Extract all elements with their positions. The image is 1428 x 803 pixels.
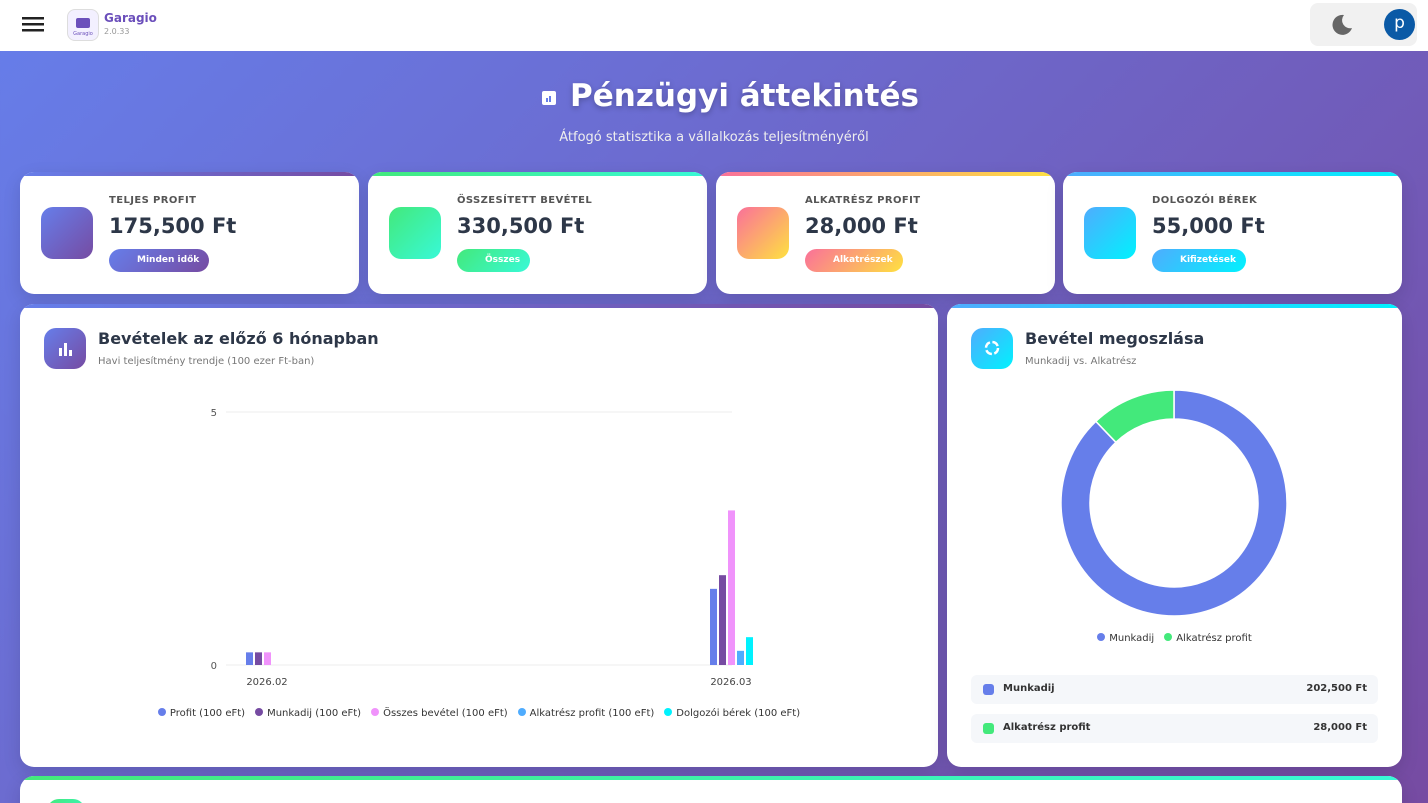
legend-label: Alkatrész profit (100 eFt) <box>529 708 655 719</box>
legend-swatch <box>255 708 264 716</box>
stat-icon <box>737 207 789 259</box>
panel-subtitle: Havi teljesítmény trendje (100 ezer Ft-b… <box>98 356 315 367</box>
pie-panel: Bevétel megoszlása Munkadij vs. Alkatrés… <box>947 304 1402 767</box>
theme-toggle[interactable] <box>1330 13 1354 37</box>
legend-item: Dolgozói bérek (100 eFt) <box>664 708 800 719</box>
legend-label: Alkatrész profit <box>1176 633 1252 644</box>
legend-item: Munkadij (100 eFt) <box>255 708 361 719</box>
legend-label: Munkadij <box>1109 633 1155 644</box>
card-accent <box>368 172 707 176</box>
bar <box>255 652 262 665</box>
x-tick-label: 2026.02 <box>246 677 287 688</box>
breakdown-row: Alkatrész profit 28,000 Ft <box>971 714 1378 743</box>
panel-subtitle: Munkadij vs. Alkatrész <box>1025 356 1137 367</box>
bar <box>728 510 735 665</box>
legend-swatch <box>371 708 380 716</box>
legend: Munkadij Alkatrész profit <box>947 633 1402 644</box>
stat-icon <box>389 207 441 259</box>
legend-label: Munkadij (100 eFt) <box>267 708 362 719</box>
stat-label: ALKATRÉSZ PROFIT <box>805 195 921 206</box>
stat-icon <box>41 207 93 259</box>
legend-item: Összes bevétel (100 eFt) <box>371 708 508 719</box>
stat-label: DOLGOZÓI BÉREK <box>1152 195 1258 206</box>
legend-item: Alkatrész profit (100 eFt) <box>517 708 655 719</box>
donut-slice <box>1094 389 1175 444</box>
stat-card: DOLGOZÓI BÉREK 55,000 Ft Kifizetések <box>1063 172 1402 294</box>
toolbar: p <box>1310 3 1417 46</box>
legend-swatch <box>664 708 673 716</box>
bar <box>246 652 253 665</box>
stat-value: 28,000 Ft <box>805 214 918 238</box>
stat-badge: Kifizetések <box>1152 249 1246 272</box>
y-tick-label: 0 <box>211 661 217 672</box>
bar-panel: Bevételek az előző 6 hónapban Havi telje… <box>20 304 938 767</box>
bottom-panel <box>20 776 1402 803</box>
donut-chart <box>1060 389 1288 617</box>
stat-label: TELJES PROFIT <box>109 195 197 206</box>
row-label: Alkatrész profit <box>1003 722 1091 733</box>
panel-title: Bevételek az előző 6 hónapban <box>98 329 379 348</box>
stat-label: ÖSSZESÍTETT BEVÉTEL <box>457 195 593 206</box>
legend-item: Munkadij <box>1097 633 1154 644</box>
stat-icon <box>1084 207 1136 259</box>
legend-label: Dolgozói bérek (100 eFt) <box>676 708 801 719</box>
stat-value: 55,000 Ft <box>1152 214 1265 238</box>
row-label: Munkadij <box>1003 683 1055 694</box>
legend-item: Alkatrész profit <box>1164 633 1252 644</box>
stat-badge: Összes <box>457 249 531 272</box>
row-value: 28,000 Ft <box>1313 722 1367 733</box>
row-swatch <box>983 684 994 695</box>
stat-badge: Minden idők <box>109 249 210 272</box>
legend-swatch <box>1164 633 1173 641</box>
title-icon <box>542 91 556 105</box>
bar <box>719 575 726 665</box>
stat-card: ALKATRÉSZ PROFIT 28,000 Ft Alkatrészek <box>716 172 1055 294</box>
bar <box>737 650 744 665</box>
stat-value: 330,500 Ft <box>457 214 585 238</box>
breakdown-row: Munkadij 202,500 Ft <box>971 675 1378 704</box>
bar <box>710 588 717 665</box>
card-accent <box>716 172 1055 176</box>
legend-label: Összes bevétel (100 eFt) <box>383 708 508 719</box>
svg-text:Garagio: Garagio <box>73 31 93 37</box>
page-subtitle: Átfogó statisztika a vállalkozás teljesí… <box>559 130 869 145</box>
card-accent <box>1063 172 1402 176</box>
bar <box>746 637 753 665</box>
y-tick-label: 5 <box>211 408 217 419</box>
top-bar: Garagio Garagio 2.0.33 p <box>0 0 1428 51</box>
logo: Garagio <box>67 9 99 41</box>
row-value: 202,500 Ft <box>1306 683 1367 694</box>
stat-card: ÖSSZESÍTETT BEVÉTEL 330,500 Ft Összes <box>368 172 707 294</box>
legend-swatch <box>157 708 166 716</box>
row-swatch <box>983 723 994 734</box>
legend-item: Profit (100 eFt) <box>157 708 246 719</box>
stat-value: 175,500 Ft <box>109 214 237 238</box>
stat-badge: Alkatrészek <box>805 249 903 272</box>
donut-slice <box>1060 389 1288 617</box>
x-tick-label: 2026.03 <box>710 677 751 688</box>
avatar[interactable]: p <box>1384 9 1415 40</box>
panel-icon <box>971 328 1013 369</box>
app-name: Garagio <box>104 11 157 25</box>
legend-label: Profit (100 eFt) <box>169 708 246 719</box>
legend-swatch <box>517 708 526 716</box>
legend-swatch <box>1097 633 1106 641</box>
legend: Profit (100 eFt) Munkadij (100 eFt) Összes… <box>20 708 938 719</box>
app-version: 2.0.33 <box>104 27 130 36</box>
stat-card: TELJES PROFIT 175,500 Ft Minden idők <box>20 172 359 294</box>
page-title: Pénzügyi áttekintés <box>570 78 919 114</box>
bar-chart: 0 5 2026.02 2026.03 <box>211 408 753 688</box>
panel-title: Bevétel megoszlása <box>1025 329 1205 348</box>
panel-icon <box>44 328 86 369</box>
bar <box>264 652 271 665</box>
card-accent <box>20 172 359 176</box>
menu-button[interactable] <box>22 15 46 35</box>
